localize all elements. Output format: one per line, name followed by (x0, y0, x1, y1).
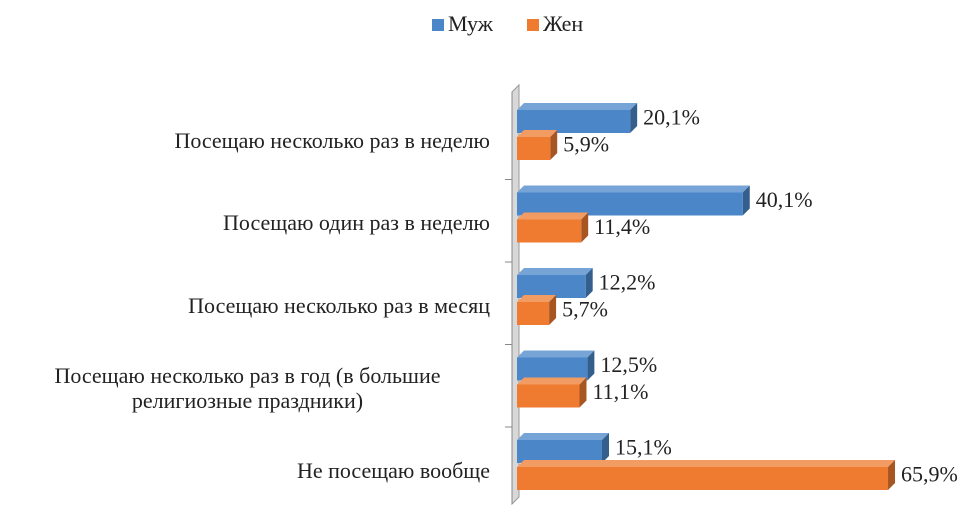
bar-front (517, 219, 582, 243)
bar-side (579, 377, 587, 408)
bar (517, 185, 750, 216)
bar-side (550, 130, 558, 160)
category-text: Посещаю один раз в неделю (223, 210, 490, 235)
legend-swatch (527, 19, 539, 31)
category-label: Посещаю несколько раз в месяц (188, 275, 490, 335)
bar-side (742, 185, 750, 216)
bar (517, 433, 610, 463)
bar-front (517, 357, 588, 381)
bar-front (517, 440, 603, 463)
bar (517, 350, 595, 381)
category-text: Посещаю несколько раз в неделю (174, 127, 490, 153)
bar-top (517, 185, 750, 193)
bar-front (517, 302, 550, 325)
bar (517, 268, 593, 298)
bar-side (888, 460, 896, 490)
value-label: 12,2% (599, 270, 656, 295)
value-label: 15,1% (615, 435, 672, 460)
bar-top (517, 212, 589, 220)
bar-front (517, 384, 580, 408)
bar (517, 212, 589, 243)
value-label: 5,9% (563, 132, 609, 157)
category-text: Посещаю несколько раз в год (в большие р… (54, 362, 441, 413)
bar-top (517, 295, 557, 302)
bar (517, 295, 557, 325)
bar-side (581, 212, 589, 243)
bar-side (549, 295, 557, 325)
bar-top (517, 377, 587, 385)
bar-side (630, 103, 638, 133)
bar (517, 377, 587, 408)
value-label: 11,4% (594, 214, 650, 239)
bar-front (517, 192, 743, 216)
bar (517, 130, 558, 160)
category-label: Посещаю один раз в неделю (223, 193, 490, 253)
category-text: Не посещаю вообще (296, 457, 490, 483)
bar-front (517, 137, 551, 160)
bar-top (517, 433, 610, 440)
bar-top (517, 460, 896, 467)
bar (517, 460, 896, 490)
legend-label: Муж (448, 11, 494, 36)
bar-top (517, 350, 595, 358)
bar-front (517, 110, 631, 133)
bar-top (517, 103, 638, 110)
value-label: 40,1% (756, 187, 813, 212)
value-label: 5,7% (562, 297, 608, 322)
bar (517, 103, 638, 133)
bar-front (517, 275, 586, 298)
bar-side (587, 350, 595, 381)
legend-label: Жен (543, 11, 583, 36)
value-label: 12,5% (600, 352, 657, 377)
bar-side (585, 268, 593, 298)
value-label: 11,1% (592, 379, 648, 404)
category-label: Не посещаю вообще (297, 440, 490, 500)
category-label: Посещаю несколько раз в год (в большие р… (5, 358, 490, 418)
legend-swatch (432, 19, 444, 31)
bar-top (517, 268, 593, 275)
bar-front (517, 467, 889, 490)
category-text: Посещаю несколько раз в месяц (188, 292, 490, 318)
category-label: Посещаю несколько раз в неделю (174, 110, 490, 170)
bar-top (517, 130, 558, 137)
value-label: 65,9% (901, 462, 958, 487)
value-label: 20,1% (643, 105, 700, 130)
bar-side (602, 433, 610, 463)
